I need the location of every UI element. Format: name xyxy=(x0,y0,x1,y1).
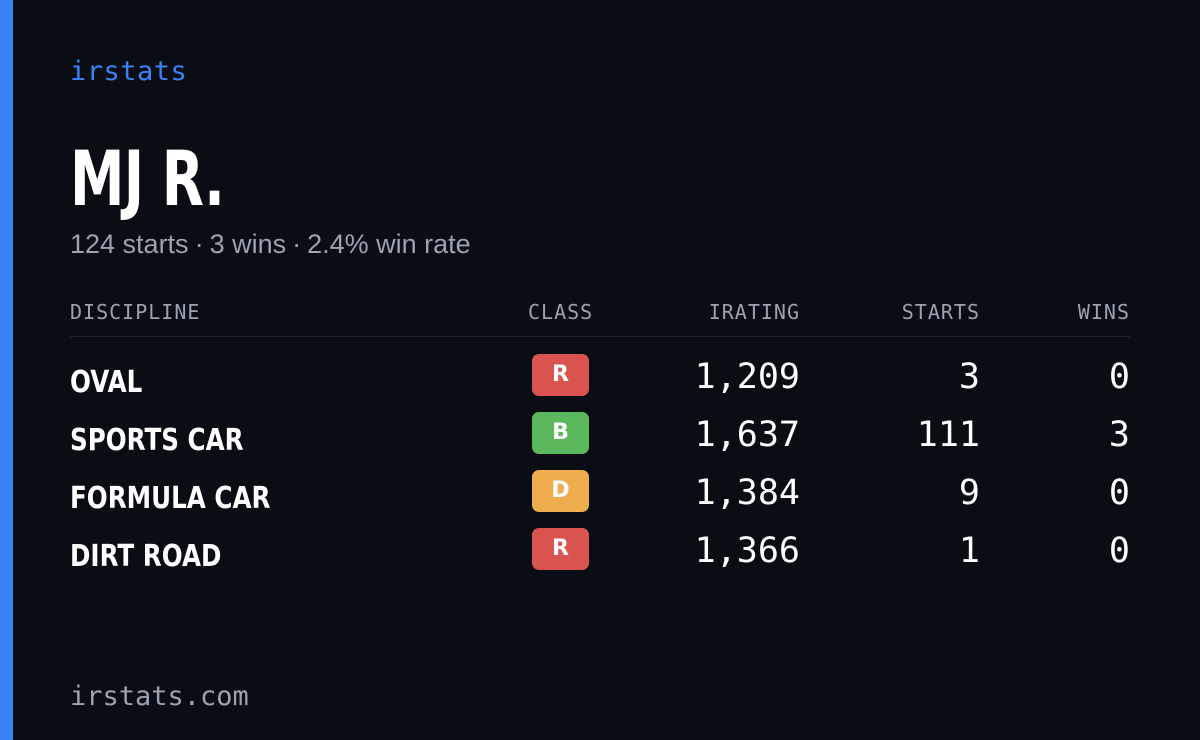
starts-value: 9 xyxy=(958,473,980,513)
wins-value: 0 xyxy=(1108,357,1130,397)
column-header-class: CLASS xyxy=(528,300,594,324)
wins-value: 0 xyxy=(1108,531,1130,571)
win-rate: 2.4% win rate xyxy=(307,229,471,259)
starts-value: 1 xyxy=(958,531,980,571)
irating-value: 1,637 xyxy=(694,415,800,455)
class-badge: D xyxy=(532,470,589,512)
irating-value: 1,366 xyxy=(694,531,800,571)
column-header-starts: STARTS xyxy=(901,300,980,324)
wins-count: 3 wins xyxy=(209,229,287,259)
player-name: MJ R. xyxy=(70,134,225,223)
irating-value: 1,209 xyxy=(694,357,800,397)
class-badge: B xyxy=(532,412,589,454)
column-header-discipline: DISCIPLINE xyxy=(70,300,201,324)
separator: · xyxy=(292,229,302,259)
player-summary: 124 starts · 3 wins · 2.4% win rate xyxy=(70,229,471,260)
table-row: SPORTS CAR B 1,637 111 3 xyxy=(70,410,1130,468)
starts-value: 3 xyxy=(958,357,980,397)
starts-count: 124 starts xyxy=(70,229,189,259)
footer-url: irstats.com xyxy=(70,681,249,712)
brand-logo: irstats xyxy=(70,56,188,87)
class-badge: R xyxy=(532,354,589,396)
header-divider xyxy=(70,336,1130,337)
table-row: OVAL R 1,209 3 0 xyxy=(70,352,1130,410)
starts-value: 111 xyxy=(916,415,980,455)
column-header-wins: WINS xyxy=(1077,300,1130,324)
irating-value: 1,384 xyxy=(694,473,800,513)
column-header-irating: IRATING xyxy=(708,300,800,324)
accent-bar xyxy=(0,0,13,740)
separator: · xyxy=(194,229,204,259)
discipline-name: OVAL xyxy=(70,365,143,400)
discipline-name: SPORTS CAR xyxy=(70,423,244,458)
wins-value: 3 xyxy=(1108,415,1130,455)
class-badge: R xyxy=(532,528,589,570)
wins-value: 0 xyxy=(1108,473,1130,513)
table-row: DIRT ROAD R 1,366 1 0 xyxy=(70,526,1130,584)
table-row: FORMULA CAR D 1,384 9 0 xyxy=(70,468,1130,526)
discipline-name: FORMULA CAR xyxy=(70,481,271,516)
discipline-name: DIRT ROAD xyxy=(70,539,222,574)
